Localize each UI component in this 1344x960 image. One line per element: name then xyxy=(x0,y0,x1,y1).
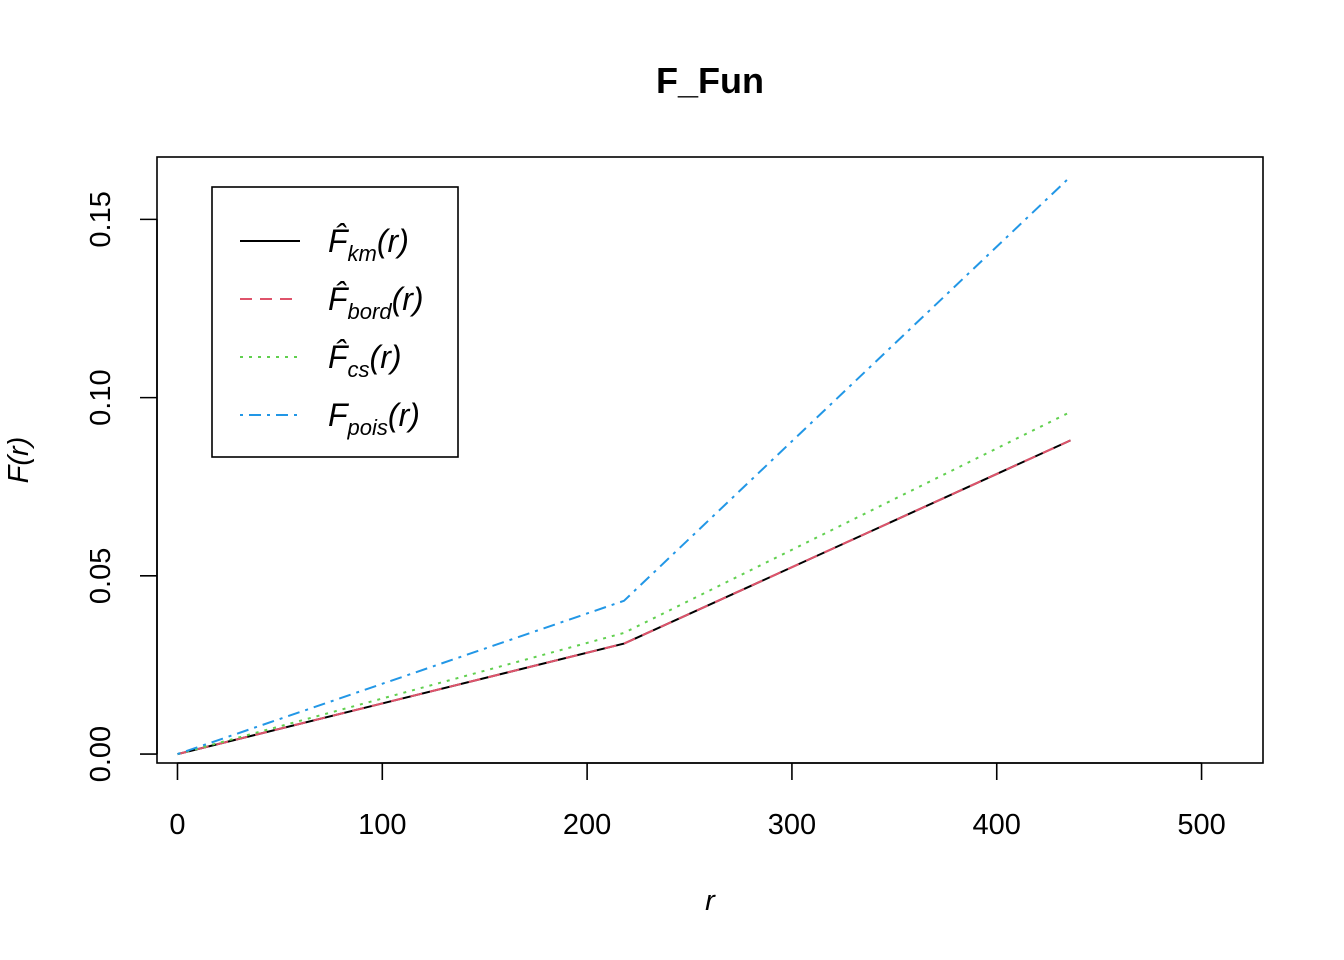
series-line-cs xyxy=(177,411,1071,756)
x-tick-label: 500 xyxy=(1177,809,1225,841)
chart-title: F_Fun xyxy=(656,60,764,101)
y-tick-label: 0.15 xyxy=(85,191,117,247)
x-axis: 0 100 200 300 400 500 xyxy=(169,762,1226,841)
legend-label-bord: F̂bord(r) xyxy=(328,281,424,324)
y-tick-label: 0.00 xyxy=(85,726,117,782)
y-tick-label: 0.10 xyxy=(85,369,117,425)
x-tick-label: 100 xyxy=(358,809,406,841)
legend-box xyxy=(211,186,459,458)
y-axis: 0.00 0.05 0.10 0.15 xyxy=(85,191,158,782)
legend-label-pois: Fpois(r) xyxy=(328,397,420,440)
series-line-km xyxy=(177,439,1071,756)
series-line-pois xyxy=(177,175,1072,756)
series-layer xyxy=(177,175,1072,756)
series-line-bord xyxy=(177,439,1071,756)
x-tick-label: 400 xyxy=(973,809,1021,841)
legend-label-cs: F̂cs(r) xyxy=(328,339,402,382)
legend-label-km: F̂km(r) xyxy=(328,223,409,266)
y-axis-label: F(r) xyxy=(3,437,35,484)
y-tick-label: 0.05 xyxy=(85,548,117,604)
x-tick-label: 200 xyxy=(563,809,611,841)
x-tick-label: 300 xyxy=(768,809,816,841)
x-axis-label: r xyxy=(705,885,716,917)
legend: F̂km(r) F̂bord(r) F̂cs(r) Fpois(r) xyxy=(211,186,459,458)
x-tick-label: 0 xyxy=(169,809,185,841)
